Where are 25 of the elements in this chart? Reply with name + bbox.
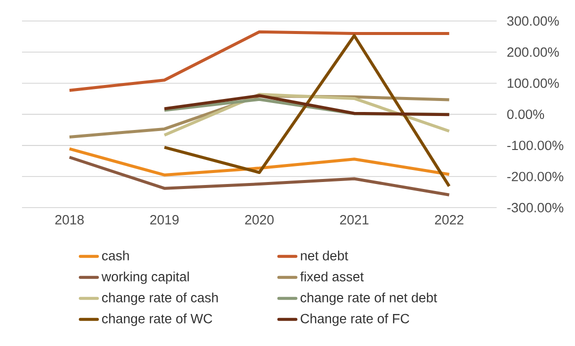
legend-label: change rate of WC [102, 314, 212, 326]
y-tick-label: 0.00% [507, 110, 544, 120]
legend-label: change rate of cash [102, 292, 218, 305]
x-tick-label: 2018 [55, 215, 84, 224]
legend-label: fixed asset [300, 272, 364, 282]
legend-label: net debt [300, 250, 348, 260]
legend-label: change rate of net debt [300, 292, 438, 305]
line-series [68, 147, 451, 176]
y-tick-label: 100.00% [508, 78, 559, 88]
x-tick-label: 2020 [245, 215, 274, 224]
x-tick-label: 2022 [435, 215, 464, 224]
y-tick-label: 200.00% [507, 47, 559, 57]
y-tick-label: -300.00% [507, 202, 564, 212]
y-tick-label: -100.00% [507, 140, 564, 150]
line-series [68, 156, 451, 196]
y-tick-label: 300.00% [507, 16, 559, 26]
y-tick-label: -200.00% [507, 172, 564, 182]
legend-label: cash [102, 250, 129, 260]
line-series [162, 94, 451, 116]
line-series [162, 34, 451, 188]
x-tick-label: 2019 [150, 215, 179, 224]
line-series [68, 30, 451, 92]
x-tick-label: 2021 [340, 215, 368, 224]
legend-label: Change rate of FC [300, 314, 410, 326]
legend-label: working capital [102, 272, 189, 284]
